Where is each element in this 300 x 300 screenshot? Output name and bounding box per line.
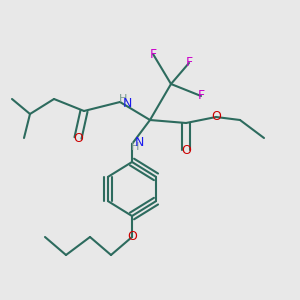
Text: F: F — [185, 56, 193, 70]
Text: H: H — [119, 94, 127, 104]
Text: N: N — [135, 136, 144, 149]
Text: N: N — [123, 97, 132, 110]
Text: O: O — [181, 143, 191, 157]
Text: H: H — [131, 142, 139, 152]
Text: O: O — [211, 110, 221, 124]
Text: O: O — [127, 230, 137, 244]
Text: F: F — [197, 89, 205, 103]
Text: O: O — [73, 131, 83, 145]
Text: F: F — [149, 47, 157, 61]
